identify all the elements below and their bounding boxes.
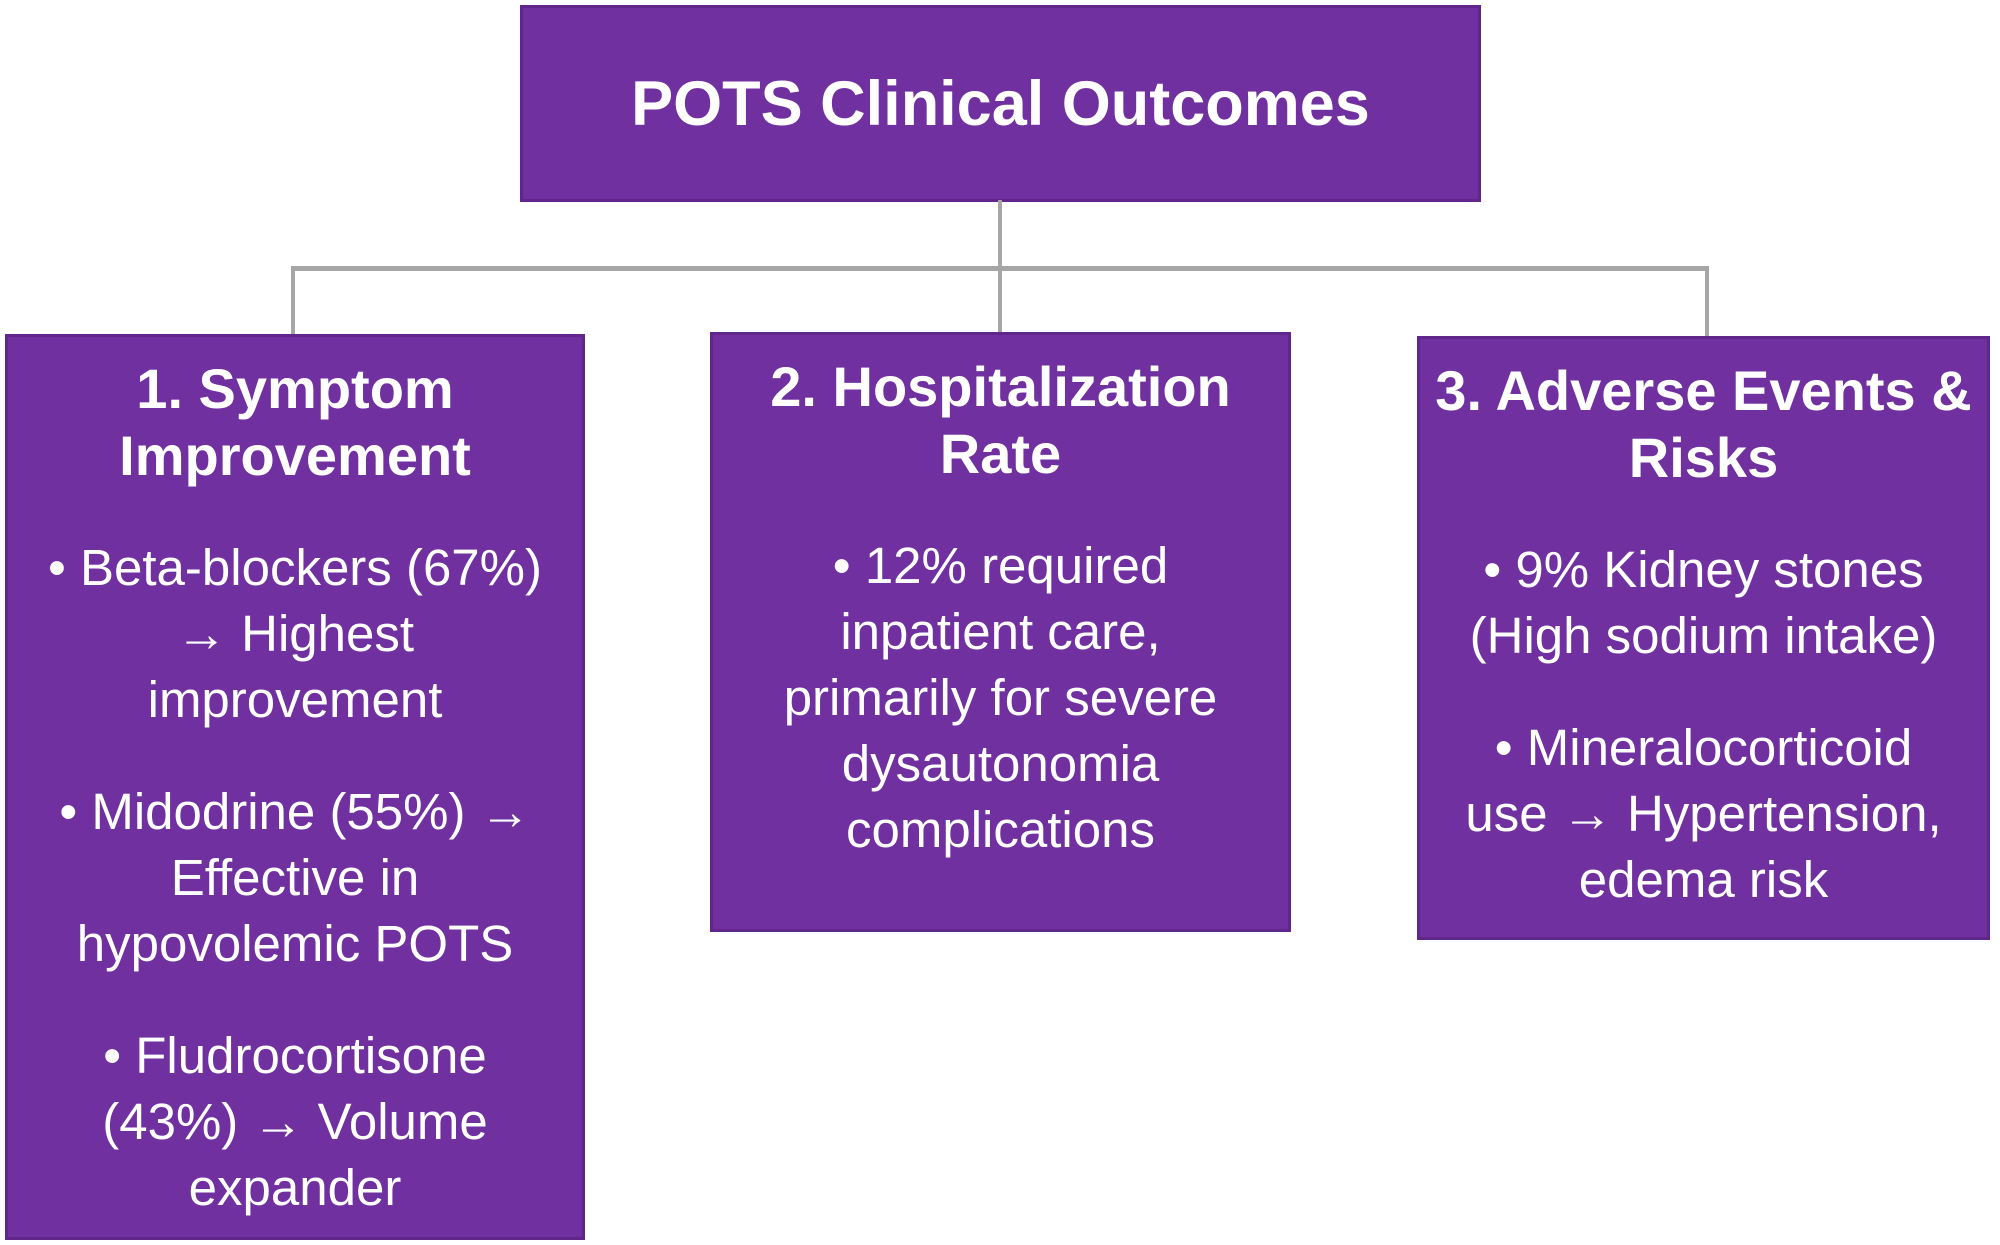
bullet-item: • Mineralocorticoid use → Hypertension, …: [1420, 715, 1987, 913]
root-node-title: POTS Clinical Outcomes: [631, 68, 1370, 139]
node-title: 3. Adverse Events & Risks: [1420, 357, 1987, 491]
bullet-line: Effective in: [170, 849, 420, 906]
bullet-line: (43%) → Volume: [102, 1093, 488, 1150]
title-line: Risks: [1628, 426, 1779, 489]
bullet-line: dysautonomia: [841, 735, 1160, 792]
bullet-item: • 12% required inpatient care, primarily…: [713, 533, 1288, 863]
bullet-item: • Midodrine (55%) → Effective in hypovol…: [8, 779, 582, 977]
title-line: Improvement: [119, 424, 471, 487]
connector-drop-right: [1705, 266, 1709, 340]
bullet-item: • Fludrocortisone (43%) → Volume expande…: [8, 1023, 582, 1221]
node-title: 1. Symptom Improvement: [8, 355, 582, 489]
bullet-line: • Beta-blockers (67%): [47, 539, 543, 596]
bullet-line: improvement: [147, 671, 443, 728]
bullet-item: • Beta-blockers (67%) → Highest improvem…: [8, 535, 582, 733]
title-line: 3. Adverse Events &: [1435, 359, 1972, 422]
root-node: POTS Clinical Outcomes: [520, 5, 1481, 202]
connector-drop-center: [998, 266, 1002, 336]
connector-root-stem: [998, 200, 1002, 270]
node-adverse-events-risks: 3. Adverse Events & Risks • 9% Kidney st…: [1417, 336, 1990, 940]
bullet-line: inpatient care,: [840, 603, 1161, 660]
bullet-line: • Midodrine (55%) →: [59, 783, 531, 840]
bullet-line: (High sodium intake): [1469, 607, 1938, 664]
bullet-line: complications: [846, 801, 1155, 858]
bullet-line: edema risk: [1578, 851, 1829, 908]
bullet-line: • 12% required: [832, 537, 1169, 594]
bullet-line: hypovolemic POTS: [76, 915, 514, 972]
bullet-item: • 9% Kidney stones (High sodium intake): [1420, 537, 1987, 669]
bullet-line: • Fludrocortisone: [103, 1027, 487, 1084]
node-hospitalization-rate: 2. Hospitalization Rate • 12% required i…: [710, 332, 1291, 932]
node-title: 2. Hospitalization Rate: [713, 353, 1288, 487]
bullet-line: primarily for severe: [783, 669, 1218, 726]
title-line: 1. Symptom: [136, 357, 454, 420]
title-line: Rate: [939, 422, 1062, 485]
bullet-line: expander: [188, 1159, 402, 1216]
node-symptom-improvement: 1. Symptom Improvement • Beta-blockers (…: [5, 334, 585, 1240]
connector-drop-left: [291, 266, 295, 338]
title-line: 2. Hospitalization: [770, 355, 1231, 418]
bullet-line: • Mineralocorticoid: [1494, 719, 1913, 776]
bullet-line: • 9% Kidney stones: [1483, 541, 1924, 598]
bullet-line: use → Hypertension,: [1465, 785, 1942, 842]
bullet-line: → Highest: [175, 605, 415, 662]
